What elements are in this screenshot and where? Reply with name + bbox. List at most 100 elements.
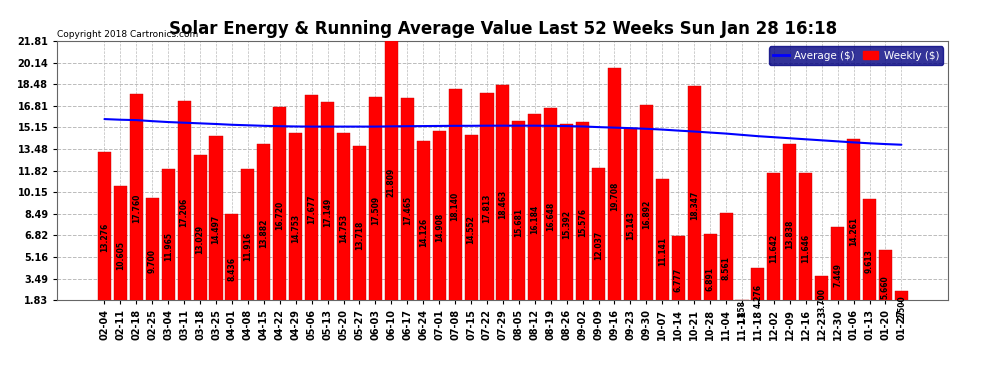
Bar bbox=[624, 128, 637, 324]
Bar bbox=[417, 141, 430, 324]
Text: 17.465: 17.465 bbox=[403, 196, 412, 225]
Text: 7.449: 7.449 bbox=[834, 264, 842, 288]
Text: 14.552: 14.552 bbox=[466, 215, 475, 244]
Text: 17.677: 17.677 bbox=[307, 195, 316, 224]
Text: 9.613: 9.613 bbox=[865, 249, 874, 273]
Bar bbox=[704, 234, 717, 324]
Text: 15.681: 15.681 bbox=[515, 208, 524, 237]
Bar bbox=[401, 98, 414, 324]
Bar bbox=[385, 41, 398, 324]
Text: 1.858: 1.858 bbox=[738, 300, 746, 324]
Text: 8.436: 8.436 bbox=[228, 257, 237, 281]
Bar bbox=[688, 86, 701, 324]
Bar bbox=[321, 102, 335, 324]
Bar bbox=[161, 169, 175, 324]
Bar bbox=[847, 139, 860, 324]
Text: 17.760: 17.760 bbox=[132, 194, 141, 224]
Bar bbox=[242, 170, 254, 324]
Bar bbox=[720, 213, 733, 324]
Text: 17.206: 17.206 bbox=[179, 198, 189, 227]
Title: Solar Energy & Running Average Value Last 52 Weeks Sun Jan 28 16:18: Solar Energy & Running Average Value Las… bbox=[169, 20, 837, 38]
Text: 12.037: 12.037 bbox=[594, 231, 603, 260]
Text: 15.143: 15.143 bbox=[626, 211, 635, 240]
Legend: Average ($), Weekly ($): Average ($), Weekly ($) bbox=[769, 46, 943, 65]
Text: 5.660: 5.660 bbox=[881, 275, 890, 299]
Bar bbox=[177, 101, 191, 324]
Bar bbox=[863, 199, 876, 324]
Text: 11.916: 11.916 bbox=[244, 232, 252, 261]
Text: 16.648: 16.648 bbox=[546, 201, 555, 231]
Bar bbox=[289, 133, 302, 324]
Bar bbox=[480, 93, 494, 324]
Bar bbox=[337, 133, 350, 324]
Text: 16.184: 16.184 bbox=[531, 204, 540, 234]
Text: 13.276: 13.276 bbox=[100, 223, 109, 252]
Bar bbox=[815, 276, 829, 324]
Text: 13.882: 13.882 bbox=[259, 219, 268, 249]
Bar bbox=[194, 155, 207, 324]
Bar bbox=[226, 214, 239, 324]
Bar bbox=[831, 227, 844, 324]
Bar bbox=[512, 121, 526, 324]
Bar bbox=[608, 69, 621, 324]
Text: 21.809: 21.809 bbox=[387, 168, 396, 197]
Bar bbox=[114, 186, 127, 324]
Text: 15.392: 15.392 bbox=[562, 210, 571, 238]
Bar bbox=[655, 179, 669, 324]
Bar bbox=[576, 122, 589, 324]
Text: 13.029: 13.029 bbox=[196, 225, 205, 254]
Text: 11.965: 11.965 bbox=[163, 232, 172, 261]
Text: 14.753: 14.753 bbox=[339, 214, 348, 243]
Text: 17.509: 17.509 bbox=[371, 196, 380, 225]
Text: 16.892: 16.892 bbox=[642, 200, 650, 229]
Bar bbox=[879, 251, 892, 324]
Bar bbox=[529, 114, 542, 324]
Bar bbox=[496, 85, 510, 324]
Text: 6.891: 6.891 bbox=[706, 267, 715, 291]
Text: 18.463: 18.463 bbox=[498, 189, 508, 219]
Text: 14.126: 14.126 bbox=[419, 217, 428, 247]
Text: 18.347: 18.347 bbox=[690, 190, 699, 220]
Bar bbox=[448, 89, 461, 324]
Text: 14.261: 14.261 bbox=[849, 217, 858, 246]
Text: 16.720: 16.720 bbox=[275, 201, 284, 230]
Text: 17.813: 17.813 bbox=[482, 194, 491, 223]
Bar bbox=[130, 94, 143, 324]
Text: 4.276: 4.276 bbox=[753, 284, 762, 308]
Bar bbox=[736, 300, 748, 324]
Bar bbox=[353, 146, 366, 324]
Text: 11.642: 11.642 bbox=[769, 234, 778, 263]
Bar bbox=[146, 198, 158, 324]
Bar bbox=[464, 135, 477, 324]
Bar bbox=[640, 105, 652, 324]
Bar bbox=[799, 173, 812, 324]
Text: Copyright 2018 Cartronics.com: Copyright 2018 Cartronics.com bbox=[57, 30, 199, 39]
Text: 13.718: 13.718 bbox=[355, 220, 364, 249]
Bar bbox=[210, 136, 223, 324]
Bar bbox=[433, 130, 446, 324]
Text: 8.561: 8.561 bbox=[722, 256, 731, 280]
Text: 18.140: 18.140 bbox=[450, 192, 459, 221]
Bar bbox=[671, 236, 685, 324]
Text: 2.500: 2.500 bbox=[897, 296, 906, 320]
Bar bbox=[305, 95, 318, 324]
Text: 14.908: 14.908 bbox=[435, 213, 444, 242]
Text: 11.141: 11.141 bbox=[657, 237, 667, 266]
Bar bbox=[544, 108, 557, 324]
Bar bbox=[560, 124, 573, 324]
Text: 17.149: 17.149 bbox=[323, 198, 332, 227]
Bar bbox=[98, 152, 111, 324]
Bar bbox=[273, 107, 286, 324]
Text: 15.576: 15.576 bbox=[578, 209, 587, 237]
Text: 14.497: 14.497 bbox=[212, 215, 221, 244]
Bar bbox=[783, 144, 796, 324]
Bar bbox=[895, 291, 908, 324]
Text: 13.838: 13.838 bbox=[785, 219, 794, 249]
Text: 3.700: 3.700 bbox=[817, 288, 827, 312]
Bar bbox=[257, 144, 270, 324]
Text: 19.708: 19.708 bbox=[610, 182, 619, 211]
Bar bbox=[592, 168, 605, 324]
Text: 14.753: 14.753 bbox=[291, 214, 300, 243]
Bar bbox=[767, 173, 780, 324]
Text: 10.605: 10.605 bbox=[116, 240, 125, 270]
